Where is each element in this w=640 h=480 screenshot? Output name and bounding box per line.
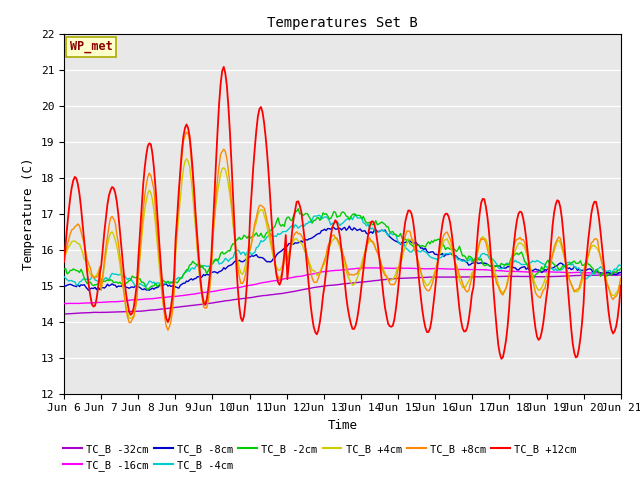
- Line: TC_B +8cm: TC_B +8cm: [64, 132, 621, 330]
- TC_B -4cm: [129, 278, 136, 284]
- TC_B -32cm: [617, 272, 625, 278]
- Line: TC_B -2cm: TC_B -2cm: [64, 209, 621, 289]
- TC_B -8cm: [130, 285, 138, 290]
- TC_B -2cm: [617, 265, 625, 271]
- TC_B -32cm: [246, 295, 254, 300]
- TC_B -4cm: [60, 274, 68, 279]
- TC_B +4cm: [307, 263, 314, 269]
- TC_B +12cm: [220, 64, 228, 70]
- TC_B -4cm: [228, 255, 236, 261]
- X-axis label: Time: Time: [328, 419, 357, 432]
- TC_B +8cm: [229, 218, 237, 224]
- TC_B +4cm: [229, 221, 237, 227]
- TC_B -32cm: [130, 309, 138, 314]
- TC_B +4cm: [182, 156, 190, 162]
- TC_B +12cm: [589, 203, 596, 208]
- Line: TC_B -32cm: TC_B -32cm: [64, 275, 621, 314]
- TC_B -32cm: [255, 293, 263, 299]
- TC_B +8cm: [164, 327, 172, 333]
- TC_B -4cm: [589, 270, 596, 276]
- TC_B +8cm: [182, 130, 190, 135]
- TC_B -16cm: [60, 301, 68, 307]
- Text: WP_met: WP_met: [70, 40, 112, 53]
- TC_B +4cm: [164, 319, 172, 325]
- TC_B +8cm: [60, 258, 68, 264]
- TC_B +8cm: [257, 203, 265, 208]
- TC_B -2cm: [246, 235, 254, 241]
- Line: TC_B -4cm: TC_B -4cm: [64, 214, 621, 288]
- TC_B -16cm: [588, 270, 595, 276]
- Line: TC_B -16cm: TC_B -16cm: [64, 268, 621, 304]
- TC_B -8cm: [60, 282, 68, 288]
- TC_B +12cm: [246, 213, 254, 219]
- TC_B -2cm: [294, 206, 302, 212]
- TC_B +8cm: [248, 240, 255, 246]
- TC_B -4cm: [246, 250, 254, 256]
- TC_B -32cm: [61, 311, 69, 317]
- TC_B -8cm: [246, 254, 254, 260]
- TC_B -4cm: [255, 241, 263, 247]
- TC_B -16cm: [617, 270, 625, 276]
- TC_B -2cm: [255, 233, 263, 239]
- Line: TC_B -8cm: TC_B -8cm: [64, 226, 621, 290]
- TC_B -16cm: [254, 281, 262, 287]
- TC_B -32cm: [228, 297, 236, 303]
- TC_B -8cm: [228, 262, 236, 268]
- Title: Temperatures Set B: Temperatures Set B: [267, 16, 418, 30]
- TC_B +8cm: [129, 316, 136, 322]
- TC_B -2cm: [307, 216, 314, 222]
- TC_B +12cm: [305, 287, 313, 292]
- Y-axis label: Temperature (C): Temperature (C): [22, 157, 35, 270]
- TC_B -2cm: [60, 266, 68, 272]
- TC_B -16cm: [226, 286, 234, 291]
- TC_B +8cm: [307, 268, 314, 274]
- TC_B -8cm: [346, 223, 353, 229]
- TC_B +12cm: [497, 356, 505, 362]
- TC_B -2cm: [129, 273, 136, 279]
- TC_B -16cm: [129, 297, 136, 303]
- TC_B -32cm: [305, 286, 313, 291]
- TC_B -8cm: [85, 288, 93, 293]
- TC_B +12cm: [129, 310, 136, 316]
- TC_B -4cm: [352, 211, 360, 217]
- TC_B -16cm: [365, 265, 373, 271]
- TC_B -4cm: [305, 218, 313, 224]
- Line: TC_B +12cm: TC_B +12cm: [64, 67, 621, 359]
- TC_B +4cm: [617, 276, 625, 282]
- TC_B +4cm: [257, 207, 265, 213]
- TC_B -2cm: [589, 265, 596, 271]
- TC_B -8cm: [589, 269, 596, 275]
- TC_B +12cm: [228, 160, 236, 166]
- TC_B +4cm: [129, 315, 136, 321]
- TC_B -32cm: [60, 311, 68, 317]
- TC_B -8cm: [305, 236, 313, 242]
- TC_B -2cm: [228, 243, 236, 249]
- TC_B +4cm: [60, 258, 68, 264]
- TC_B -32cm: [588, 273, 595, 278]
- TC_B +8cm: [589, 239, 596, 244]
- TC_B -4cm: [617, 263, 625, 268]
- TC_B +12cm: [617, 283, 625, 288]
- TC_B -16cm: [303, 272, 311, 278]
- TC_B +12cm: [60, 259, 68, 265]
- Line: TC_B +4cm: TC_B +4cm: [64, 159, 621, 322]
- Legend: TC_B -32cm, TC_B -16cm, TC_B -8cm, TC_B -4cm, TC_B -2cm, TC_B +4cm, TC_B +8cm, T: TC_B -32cm, TC_B -16cm, TC_B -8cm, TC_B …: [59, 439, 581, 475]
- TC_B -8cm: [255, 255, 263, 261]
- TC_B -8cm: [617, 270, 625, 276]
- TC_B -16cm: [244, 283, 252, 288]
- TC_B +12cm: [255, 106, 263, 112]
- TC_B +4cm: [589, 242, 596, 248]
- TC_B -2cm: [144, 287, 152, 292]
- TC_B +8cm: [617, 275, 625, 281]
- TC_B +4cm: [248, 238, 255, 244]
- TC_B -4cm: [133, 285, 141, 290]
